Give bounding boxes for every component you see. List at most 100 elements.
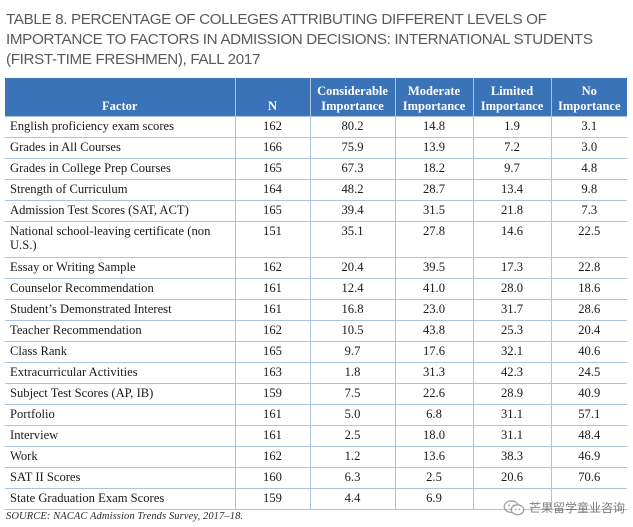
table-title: TABLE 8. PERCENTAGE OF COLLEGES ATTRIBUT… [6, 11, 593, 68]
value-cell-moderate: 31.3 [394, 362, 473, 384]
value-cell-no [550, 488, 627, 510]
value-cell-considerable: 10.5 [309, 320, 395, 342]
value-cell-moderate: 28.7 [394, 179, 473, 201]
factor-cell: Teacher Recommendation [5, 320, 235, 342]
value-cell-n: 165 [234, 200, 310, 222]
table-row: Strength of Curriculum 164 48.2 28.7 13.4 9.8 [5, 179, 627, 201]
value-cell-limited: 38.3 [472, 446, 551, 468]
value-cell-limited: 14.6 [472, 221, 551, 258]
value-cell-moderate: 31.5 [394, 200, 473, 222]
value-cell-no: 40.6 [550, 341, 627, 363]
value-cell-n: 165 [234, 158, 310, 180]
value-cell-no: 3.0 [550, 137, 627, 159]
value-cell-considerable: 75.9 [309, 137, 395, 159]
table-row: Interview 161 2.5 18.0 31.1 48.4 [5, 425, 627, 447]
admission-factors-table-wrap: Factor N Considerable Importance Moderat… [5, 78, 627, 510]
value-cell-n: 162 [234, 320, 310, 342]
value-cell-no: 22.5 [550, 221, 627, 258]
factor-cell: Admission Test Scores (SAT, ACT) [5, 200, 235, 222]
factor-cell: Counselor Recommendation [5, 278, 235, 300]
value-cell-no: 70.6 [550, 467, 627, 489]
value-cell-considerable: 16.8 [309, 299, 395, 321]
source-note: SOURCE: NACAC Admission Trends Survey, 2… [6, 511, 244, 522]
value-cell-n: 159 [234, 383, 310, 405]
value-cell-n: 161 [234, 425, 310, 447]
value-cell-no: 40.9 [550, 383, 627, 405]
value-cell-moderate: 2.5 [394, 467, 473, 489]
table-row: SAT II Scores 160 6.3 2.5 20.6 70.6 [5, 467, 627, 489]
header-n: N [234, 78, 310, 117]
factor-cell: Extracurricular Activities [5, 362, 235, 384]
value-cell-limited: 13.4 [472, 179, 551, 201]
factor-cell: Strength of Curriculum [5, 179, 235, 201]
table-row: English proficiency exam scores 162 80.2 14… [5, 116, 627, 138]
value-cell-no: 46.9 [550, 446, 627, 468]
value-cell-n: 160 [234, 467, 310, 489]
value-cell-n: 162 [234, 257, 310, 279]
value-cell-moderate: 6.9 [394, 488, 473, 510]
value-cell-n: 165 [234, 341, 310, 363]
value-cell-limited: 31.1 [472, 425, 551, 447]
value-cell-moderate: 22.6 [394, 383, 473, 405]
value-cell-limited: 9.7 [472, 158, 551, 180]
watermark-text: 芒果留学童业咨询 [528, 501, 625, 515]
value-cell-considerable: 39.4 [309, 200, 395, 222]
table-row: Teacher Recommendation 162 10.5 43.8 25.3 20.… [5, 320, 627, 342]
value-cell-n: 161 [234, 404, 310, 426]
value-cell-limited: 28.9 [472, 383, 551, 405]
table-body: English proficiency exam scores 162 80.2 14… [5, 116, 627, 510]
value-cell-considerable: 80.2 [309, 116, 395, 138]
value-cell-considerable: 9.7 [309, 341, 395, 363]
value-cell-moderate: 39.5 [394, 257, 473, 279]
value-cell-moderate: 6.8 [394, 404, 473, 426]
header-no-importance: No Importance [550, 78, 627, 117]
value-cell-no: 57.1 [550, 404, 627, 426]
value-cell-n: 159 [234, 488, 310, 510]
value-cell-moderate: 13.9 [394, 137, 473, 159]
value-cell-n: 163 [234, 362, 310, 384]
table-row: State Graduation Exam Scores 159 4.4 6.9 [5, 488, 627, 510]
value-cell-considerable: 48.2 [309, 179, 395, 201]
factor-cell: State Graduation Exam Scores [5, 488, 235, 510]
factor-cell: Essay or Writing Sample [5, 257, 235, 279]
table-row: Counselor Recommendation 161 12.4 41.0 28.0 1… [5, 278, 627, 300]
admission-factors-table: Factor N Considerable Importance Moderat… [5, 78, 627, 510]
value-cell-considerable: 12.4 [309, 278, 395, 300]
value-cell-moderate: 41.0 [394, 278, 473, 300]
value-cell-limited: 31.1 [472, 404, 551, 426]
value-cell-n: 161 [234, 299, 310, 321]
header-factor: Factor [5, 78, 235, 117]
value-cell-moderate: 27.8 [394, 221, 473, 258]
value-cell-no: 22.8 [550, 257, 627, 279]
factor-cell: National school-leaving certificate (non… [5, 221, 235, 258]
value-cell-n: 162 [234, 116, 310, 138]
table-row: Grades in College Prep Courses 165 67.3 18.… [5, 158, 627, 180]
value-cell-no: 4.8 [550, 158, 627, 180]
value-cell-n: 161 [234, 278, 310, 300]
watermark: 芒果留学童业咨询 [503, 499, 625, 516]
value-cell-limited: 21.8 [472, 200, 551, 222]
value-cell-n: 166 [234, 137, 310, 159]
header-row: Factor N Considerable Importance Moderat… [5, 78, 627, 117]
value-cell-limited: 20.6 [472, 467, 551, 489]
value-cell-no: 3.1 [550, 116, 627, 138]
value-cell-moderate: 18.0 [394, 425, 473, 447]
value-cell-moderate: 18.2 [394, 158, 473, 180]
table-row: Admission Test Scores (SAT, ACT) 165 39.4 3… [5, 200, 627, 222]
value-cell-limited: 1.9 [472, 116, 551, 138]
factor-cell: SAT II Scores [5, 467, 235, 489]
value-cell-n: 164 [234, 179, 310, 201]
factor-cell: Grades in All Courses [5, 137, 235, 159]
header-moderate-importance: Moderate Importance [394, 78, 473, 117]
table-row: Student’s Demonstrated Interest 161 16.8 23… [5, 299, 627, 321]
value-cell-n: 162 [234, 446, 310, 468]
table-row: Grades in All Courses 166 75.9 13.9 7.2 3.0 [5, 137, 627, 159]
factor-cell: Work [5, 446, 235, 468]
value-cell-moderate: 14.8 [394, 116, 473, 138]
value-cell-no: 7.3 [550, 200, 627, 222]
table-row: Extracurricular Activities 163 1.8 31.3 42.3… [5, 362, 627, 384]
value-cell-no: 48.4 [550, 425, 627, 447]
value-cell-considerable: 2.5 [309, 425, 395, 447]
value-cell-limited: 31.7 [472, 299, 551, 321]
table-row: National school-leaving certificate (non… [5, 221, 627, 258]
